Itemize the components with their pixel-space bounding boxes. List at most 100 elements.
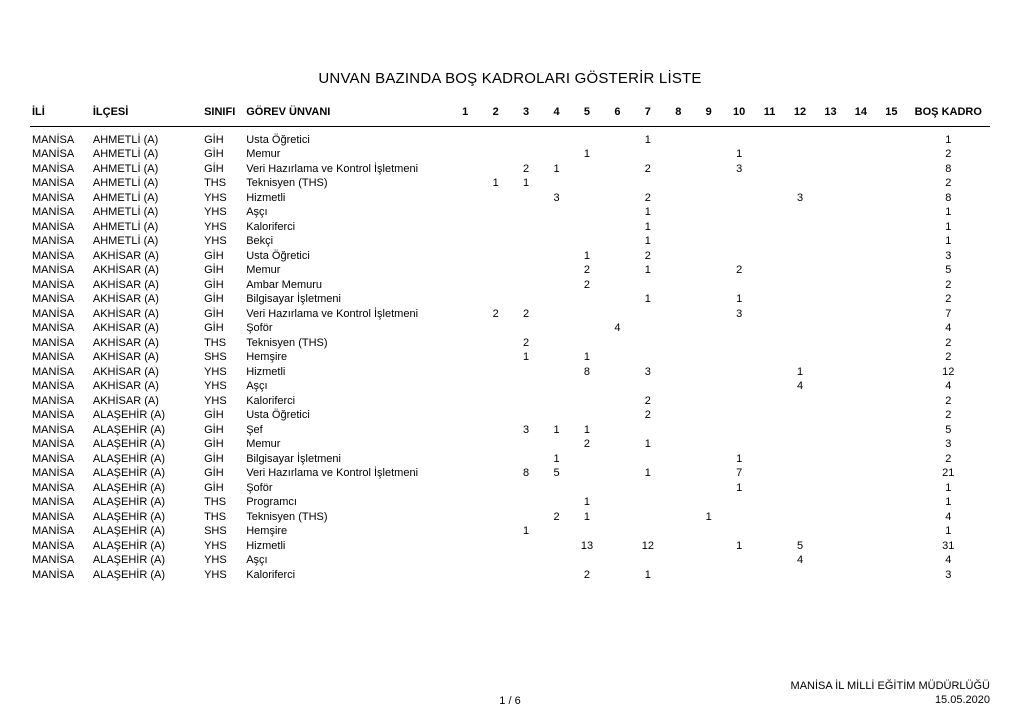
cell-n11: [754, 437, 784, 452]
cell-n12: 4: [785, 553, 815, 568]
cell-ilce: ALAŞEHİR (A): [91, 568, 202, 583]
cell-ilce: ALAŞEHİR (A): [91, 437, 202, 452]
table-row: MANİSAALAŞEHİR (A)THSProgramcı11: [30, 495, 990, 510]
cell-n15: [876, 568, 906, 583]
cell-n13: [815, 510, 845, 525]
cell-n15: [876, 278, 906, 293]
cell-n8: [663, 249, 693, 264]
cell-n12: [785, 234, 815, 249]
cell-n9: [694, 553, 724, 568]
cell-n11: [754, 336, 784, 351]
cell-n3: [511, 495, 541, 510]
cell-n2: [480, 162, 510, 177]
table-row: MANİSAALAŞEHİR (A)GİHŞoför11: [30, 481, 990, 496]
cell-n5: [572, 452, 602, 467]
cell-sinif: YHS: [202, 234, 244, 249]
cell-bos: 1: [907, 126, 990, 147]
cell-n14: [846, 495, 876, 510]
cell-n7: 2: [633, 249, 663, 264]
cell-n9: [694, 452, 724, 467]
cell-ili: MANİSA: [30, 423, 91, 438]
cell-n14: [846, 191, 876, 206]
cell-n3: [511, 394, 541, 409]
cell-n4: [541, 336, 571, 351]
cell-sinif: GİH: [202, 278, 244, 293]
cell-n11: [754, 147, 784, 162]
table-row: MANİSAAKHİSAR (A)YHSKaloriferci22: [30, 394, 990, 409]
cell-n10: 1: [724, 147, 754, 162]
col-3: 3: [511, 105, 541, 126]
col-2: 2: [480, 105, 510, 126]
cell-n12: [785, 452, 815, 467]
col-6: 6: [602, 105, 632, 126]
cell-n12: [785, 350, 815, 365]
cell-gorev: Hizmetli: [244, 539, 450, 554]
cell-sinif: YHS: [202, 539, 244, 554]
cell-ilce: AHMETLİ (A): [91, 191, 202, 206]
cell-ilce: AHMETLİ (A): [91, 147, 202, 162]
cell-n15: [876, 379, 906, 394]
cell-gorev: Kaloriferci: [244, 220, 450, 235]
cell-n11: [754, 379, 784, 394]
cell-n10: [724, 524, 754, 539]
cell-n3: [511, 437, 541, 452]
cell-n13: [815, 437, 845, 452]
cell-n1: [450, 495, 480, 510]
cell-n15: [876, 553, 906, 568]
cell-n6: [602, 539, 632, 554]
cell-n3: [511, 379, 541, 394]
cell-n8: [663, 126, 693, 147]
cell-ilce: AKHİSAR (A): [91, 307, 202, 322]
cell-n9: [694, 495, 724, 510]
cell-ili: MANİSA: [30, 495, 91, 510]
cell-n14: [846, 147, 876, 162]
cell-n9: [694, 423, 724, 438]
cell-n15: [876, 423, 906, 438]
cell-gorev: Veri Hazırlama ve Kontrol İşletmeni: [244, 466, 450, 481]
cell-ilce: ALAŞEHİR (A): [91, 466, 202, 481]
cell-n7: 3: [633, 365, 663, 380]
cell-n9: [694, 481, 724, 496]
cell-n9: [694, 539, 724, 554]
cell-ilce: AHMETLİ (A): [91, 234, 202, 249]
cell-sinif: GİH: [202, 292, 244, 307]
cell-n3: [511, 278, 541, 293]
cell-n11: [754, 234, 784, 249]
cell-n15: [876, 176, 906, 191]
cell-n1: [450, 510, 480, 525]
page-footer: 1 / 6 MANİSA İL MİLLİ EĞİTİM MÜDÜRLÜĞÜ 1…: [30, 695, 990, 707]
cell-n1: [450, 452, 480, 467]
cell-n1: [450, 568, 480, 583]
cell-sinif: YHS: [202, 365, 244, 380]
cell-n11: [754, 176, 784, 191]
cell-ili: MANİSA: [30, 263, 91, 278]
cell-n8: [663, 336, 693, 351]
cell-bos: 8: [907, 162, 990, 177]
cell-ilce: AKHİSAR (A): [91, 365, 202, 380]
cell-n12: [785, 126, 815, 147]
cell-n8: [663, 321, 693, 336]
table-row: MANİSAALAŞEHİR (A)SHSHemşire11: [30, 524, 990, 539]
cell-n15: [876, 220, 906, 235]
cell-n12: [785, 481, 815, 496]
cell-n10: [724, 394, 754, 409]
cell-n3: [511, 220, 541, 235]
cell-n11: [754, 495, 784, 510]
cell-n2: [480, 553, 510, 568]
cell-n7: 1: [633, 437, 663, 452]
table-row: MANİSAALAŞEHİR (A)GİHBilgisayar İşletmen…: [30, 452, 990, 467]
cell-n5: [572, 234, 602, 249]
cell-ili: MANİSA: [30, 176, 91, 191]
cell-bos: 2: [907, 336, 990, 351]
cell-n6: [602, 191, 632, 206]
cell-n12: [785, 205, 815, 220]
cell-n11: [754, 524, 784, 539]
cell-n3: [511, 510, 541, 525]
cell-n3: [511, 292, 541, 307]
cell-n13: [815, 481, 845, 496]
cell-n13: [815, 263, 845, 278]
cell-n5: 2: [572, 278, 602, 293]
cell-n10: [724, 423, 754, 438]
cell-ili: MANİSA: [30, 162, 91, 177]
cell-n8: [663, 220, 693, 235]
